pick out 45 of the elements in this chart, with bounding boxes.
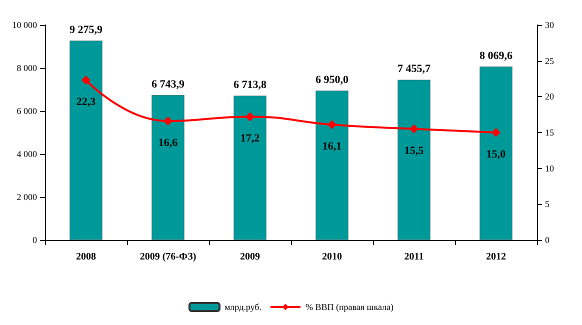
y-tick-label: 8 000 [16, 63, 38, 73]
legend-label: млрд.руб. [224, 302, 262, 312]
y-tick-label: 0 [32, 235, 38, 245]
bar [480, 66, 512, 240]
point [82, 76, 90, 85]
point [328, 120, 336, 130]
data-label: 15,5 [404, 144, 424, 157]
point [164, 116, 172, 126]
bar [234, 96, 266, 240]
bar [316, 90, 348, 240]
data-label: 17,2 [240, 132, 260, 145]
data-label: 6 743,9 [152, 78, 185, 91]
data-label: 22,3 [76, 96, 96, 108]
point [246, 112, 254, 122]
y2-tick-label: 10 [545, 163, 554, 174]
point [492, 128, 500, 137]
y2-tick-label: 5 [545, 199, 550, 210]
bar [398, 80, 430, 240]
bar [70, 40, 102, 240]
y2-tick-label: 30 [545, 20, 554, 30]
x-tick-label: 2010 [322, 252, 342, 262]
data-label: 6 950,0 [316, 74, 349, 86]
point [410, 124, 418, 134]
y-tick-label: 4 000 [16, 149, 38, 159]
data-label: 16,1 [322, 140, 342, 153]
x-tick-label: 2012 [486, 252, 506, 262]
y2-tick-label: 0 [545, 235, 550, 245]
data-label: 9 275,9 [70, 24, 103, 36]
y-tick-label: 2 000 [16, 192, 38, 202]
bar [152, 95, 184, 240]
data-label: 16,6 [158, 137, 178, 150]
data-label: 6 713,8 [234, 79, 267, 92]
y-tick-label: 10 000 [12, 20, 38, 30]
y2-tick-label: 15 [545, 128, 554, 138]
data-label: 8 069,6 [480, 50, 513, 62]
y-tick-label: 6 000 [16, 106, 38, 116]
x-tick-label: 2008 [76, 252, 96, 262]
x-tick-label: 2009 (76-ФЗ) [140, 252, 196, 262]
data-label: 7 455,7 [398, 63, 431, 76]
legend-label: % ВВП (правая шкала) [305, 302, 394, 312]
x-tick-label: 2009 [240, 252, 260, 262]
data-label: 15,0 [486, 148, 506, 160]
y2-tick-label: 25 [545, 56, 554, 66]
x-tick-label: 2011 [404, 252, 424, 262]
y2-tick-label: 20 [545, 92, 554, 102]
